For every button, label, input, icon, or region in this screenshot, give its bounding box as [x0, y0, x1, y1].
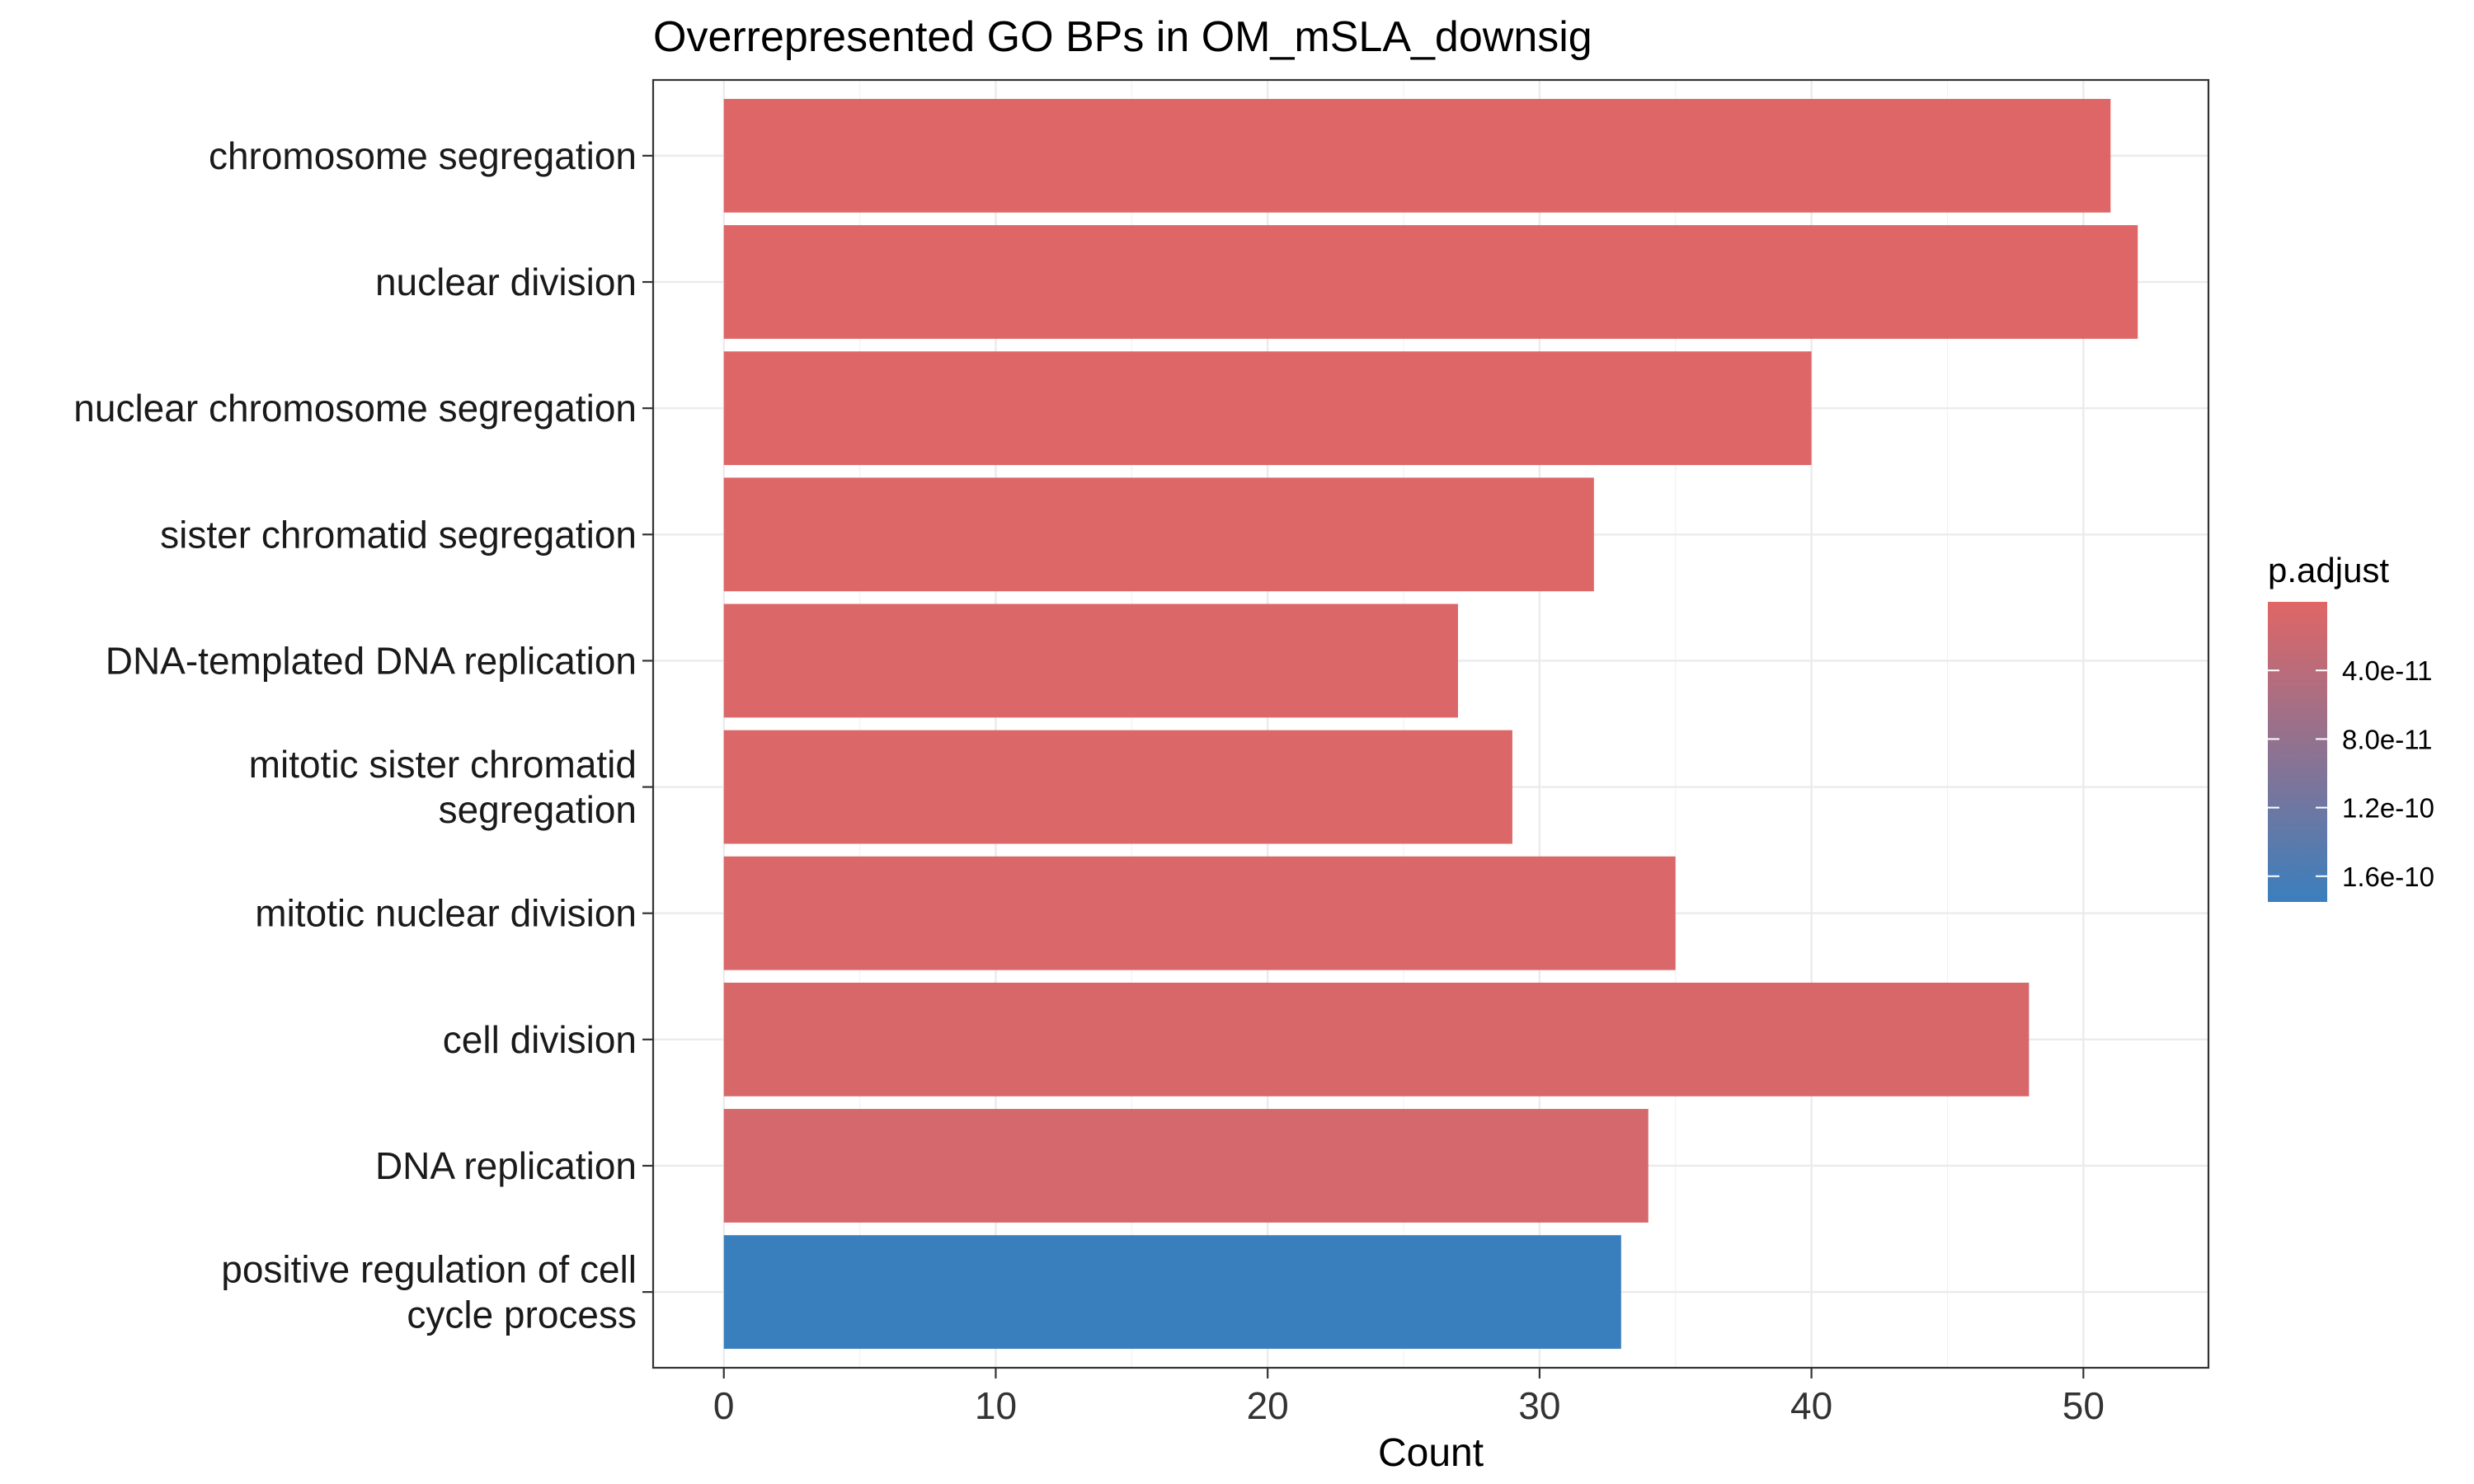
x-axis-title: Count: [1378, 1431, 1484, 1475]
bar: [723, 98, 2111, 213]
category-label-line: nuclear chromosome segregation: [73, 387, 637, 430]
bar: [723, 730, 1512, 844]
x-tick-label: 30: [1518, 1384, 1560, 1427]
bar: [723, 225, 2138, 339]
legend-title: p.adjust: [2268, 551, 2389, 589]
legend-colorbar: [2268, 602, 2327, 902]
legend-tick-label: 1.6e-10: [2342, 862, 2434, 892]
legend-ticks: 4.0e-11 8.0e-11 1.2e-10 1.6e-10: [2268, 655, 2434, 892]
category-label: nuclear division: [375, 261, 637, 303]
category-label: DNA replication: [375, 1144, 637, 1187]
bar: [723, 351, 1812, 466]
x-tick-label: 40: [1790, 1384, 1832, 1427]
category-label-line: segregation: [439, 788, 637, 831]
category-label: mitotic nuclear division: [255, 892, 637, 935]
category-label-line: nuclear division: [375, 261, 637, 303]
legend: p.adjust 4.0e-11 8.0e-11 1.2e-10 1.6e-10: [2268, 551, 2434, 902]
category-label-line: cycle process: [407, 1294, 637, 1336]
category-label: mitotic sister chromatid segregation: [249, 743, 637, 831]
x-tick-label: 20: [1247, 1384, 1289, 1427]
category-label-line: sister chromatid segregation: [160, 513, 637, 556]
legend-tick-label: 1.2e-10: [2342, 793, 2434, 824]
count-axis: 0 10 20 30 40 50: [713, 1368, 2105, 1427]
x-tick-label: 0: [713, 1384, 735, 1427]
category-label-line: chromosome segregation: [209, 134, 637, 177]
category-label: chromosome segregation: [209, 134, 637, 177]
category-label: sister chromatid segregation: [160, 513, 637, 556]
category-label: positive regulation of cell cycle process: [221, 1248, 637, 1336]
legend-tick-label: 8.0e-11: [2342, 724, 2432, 754]
category-label: cell division: [443, 1018, 637, 1061]
bar: [723, 856, 1676, 970]
chart-title: Overrepresented GO BPs in OM_mSLA_downsi…: [653, 13, 1592, 61]
category-label-line: mitotic nuclear division: [255, 892, 637, 935]
category-label: DNA-templated DNA replication: [106, 639, 637, 682]
bar: [723, 982, 2030, 1097]
category-axis: chromosome segregation nuclear division nu…: [73, 134, 653, 1336]
bar: [723, 603, 1458, 718]
bar: [723, 1109, 1649, 1223]
category-label-line: DNA-templated DNA replication: [106, 639, 637, 682]
x-tick-label: 50: [2062, 1384, 2105, 1427]
bars: [723, 98, 2138, 1350]
category-label-line: DNA replication: [375, 1144, 637, 1187]
category-label-line: positive regulation of cell: [221, 1248, 637, 1291]
category-label-line: cell division: [443, 1018, 637, 1061]
bar: [723, 1235, 1621, 1350]
x-tick-label: 10: [975, 1384, 1017, 1427]
legend-tick-label: 4.0e-11: [2342, 655, 2432, 686]
category-label: nuclear chromosome segregation: [73, 387, 637, 430]
category-label-line: mitotic sister chromatid: [249, 743, 637, 786]
plot-panel-border: [651, 78, 2210, 1369]
bar: [723, 477, 1594, 592]
